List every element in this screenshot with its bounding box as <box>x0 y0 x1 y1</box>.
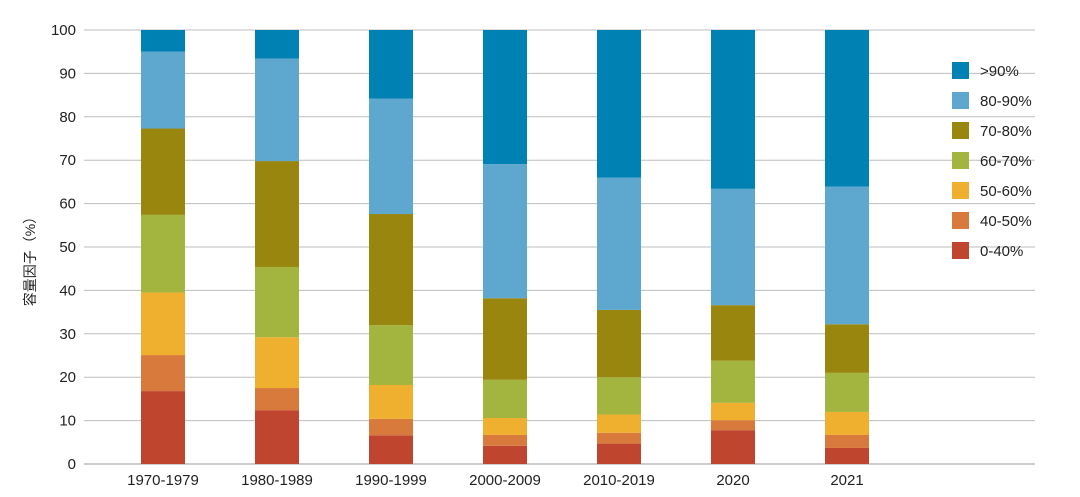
bar-segment <box>255 388 299 411</box>
bar-segment <box>141 391 185 464</box>
y-tick-label: 90 <box>59 65 76 82</box>
bar-segment <box>597 443 641 464</box>
bar-segment <box>255 266 299 338</box>
bar-segment <box>597 414 641 433</box>
bar-segment <box>711 420 755 431</box>
bar-segment <box>483 164 527 299</box>
legend-label: 0-40% <box>980 243 1023 260</box>
grid-lines <box>84 29 1035 465</box>
bar-segment <box>597 432 641 444</box>
legend-label: 70-80% <box>980 123 1032 140</box>
y-axis-label: 容量因子（%） <box>22 210 38 306</box>
bar-segment <box>597 177 641 310</box>
x-tick-label: 2020 <box>716 472 749 489</box>
bar-segment <box>255 337 299 389</box>
legend-label: >90% <box>980 63 1019 80</box>
bar-segment <box>255 58 299 162</box>
legend-swatch <box>952 182 969 199</box>
bar-segment <box>141 51 185 129</box>
y-tick-label: 100 <box>51 22 76 39</box>
bar-segment <box>483 445 527 464</box>
bar-segment <box>141 355 185 392</box>
legend-swatch <box>952 122 969 139</box>
bar-segment <box>483 379 527 418</box>
bar-segment <box>141 214 185 293</box>
bar-segment <box>255 161 299 267</box>
bar-segment <box>825 324 869 373</box>
bars <box>141 30 869 464</box>
x-tick-label: 2000-2009 <box>469 472 541 489</box>
x-tick-label: 2010-2019 <box>583 472 655 489</box>
legend-label: 60-70% <box>980 153 1032 170</box>
y-tick-label: 60 <box>59 196 76 213</box>
bar-segment <box>711 188 755 306</box>
bar-segment <box>369 325 413 386</box>
bar-segment <box>825 30 869 187</box>
bar-segment <box>597 30 641 178</box>
x-tick-label: 1980-1989 <box>241 472 313 489</box>
x-tick-label: 1990-1999 <box>355 472 427 489</box>
bar-segment <box>141 30 185 52</box>
bar-segment <box>369 418 413 436</box>
x-tick-label: 1970-1979 <box>127 472 199 489</box>
bar-segment <box>369 435 413 464</box>
x-axis-ticks: 1970-1979 1980-1989 1990-1999 2000-2009 2010… <box>127 472 864 489</box>
legend-swatch <box>952 62 969 79</box>
legend-swatch <box>952 92 969 109</box>
bar-segment <box>825 434 869 448</box>
bar-segment <box>369 30 413 99</box>
y-tick-label: 40 <box>59 282 76 299</box>
bar-segment <box>141 292 185 356</box>
bar-segment <box>711 305 755 361</box>
y-tick-label: 50 <box>59 239 76 256</box>
bar-segment <box>255 410 299 464</box>
y-tick-label: 10 <box>59 413 76 430</box>
bar-segment <box>483 434 527 446</box>
bar-segment <box>711 30 755 189</box>
bar-segment <box>483 417 527 435</box>
bar-segment <box>825 411 869 435</box>
y-tick-label: 20 <box>59 369 76 386</box>
legend-label: 40-50% <box>980 213 1032 230</box>
y-axis-ticks: 0 10 20 30 40 50 60 70 80 90 100 <box>51 22 76 473</box>
y-tick-label: 80 <box>59 109 76 126</box>
legend-label: 50-60% <box>980 183 1032 200</box>
bar-segment <box>255 30 299 59</box>
y-tick-label: 70 <box>59 152 76 169</box>
legend: >90% 80-90% 70-80% 60-70% 50-60% 40-50% 0-40% <box>952 62 1032 260</box>
bar-segment <box>711 360 755 403</box>
bar-segment <box>597 377 641 415</box>
y-tick-label: 0 <box>68 456 76 473</box>
y-tick-label: 30 <box>59 326 76 343</box>
legend-label: 80-90% <box>980 93 1032 110</box>
bar-segment <box>597 309 641 378</box>
bar-segment <box>825 447 869 464</box>
x-tick-label: 2021 <box>830 472 863 489</box>
bar-segment <box>483 298 527 380</box>
legend-swatch <box>952 242 969 259</box>
bar-segment <box>369 385 413 419</box>
bar-segment <box>711 430 755 464</box>
bar-segment <box>483 30 527 165</box>
bar-segment <box>369 214 413 326</box>
legend-swatch <box>952 152 969 169</box>
bar-segment <box>369 98 413 215</box>
bar-segment <box>825 372 869 412</box>
bar-segment <box>711 402 755 421</box>
bar-segment <box>825 186 869 325</box>
legend-swatch <box>952 212 969 229</box>
bar-segment <box>141 128 185 215</box>
